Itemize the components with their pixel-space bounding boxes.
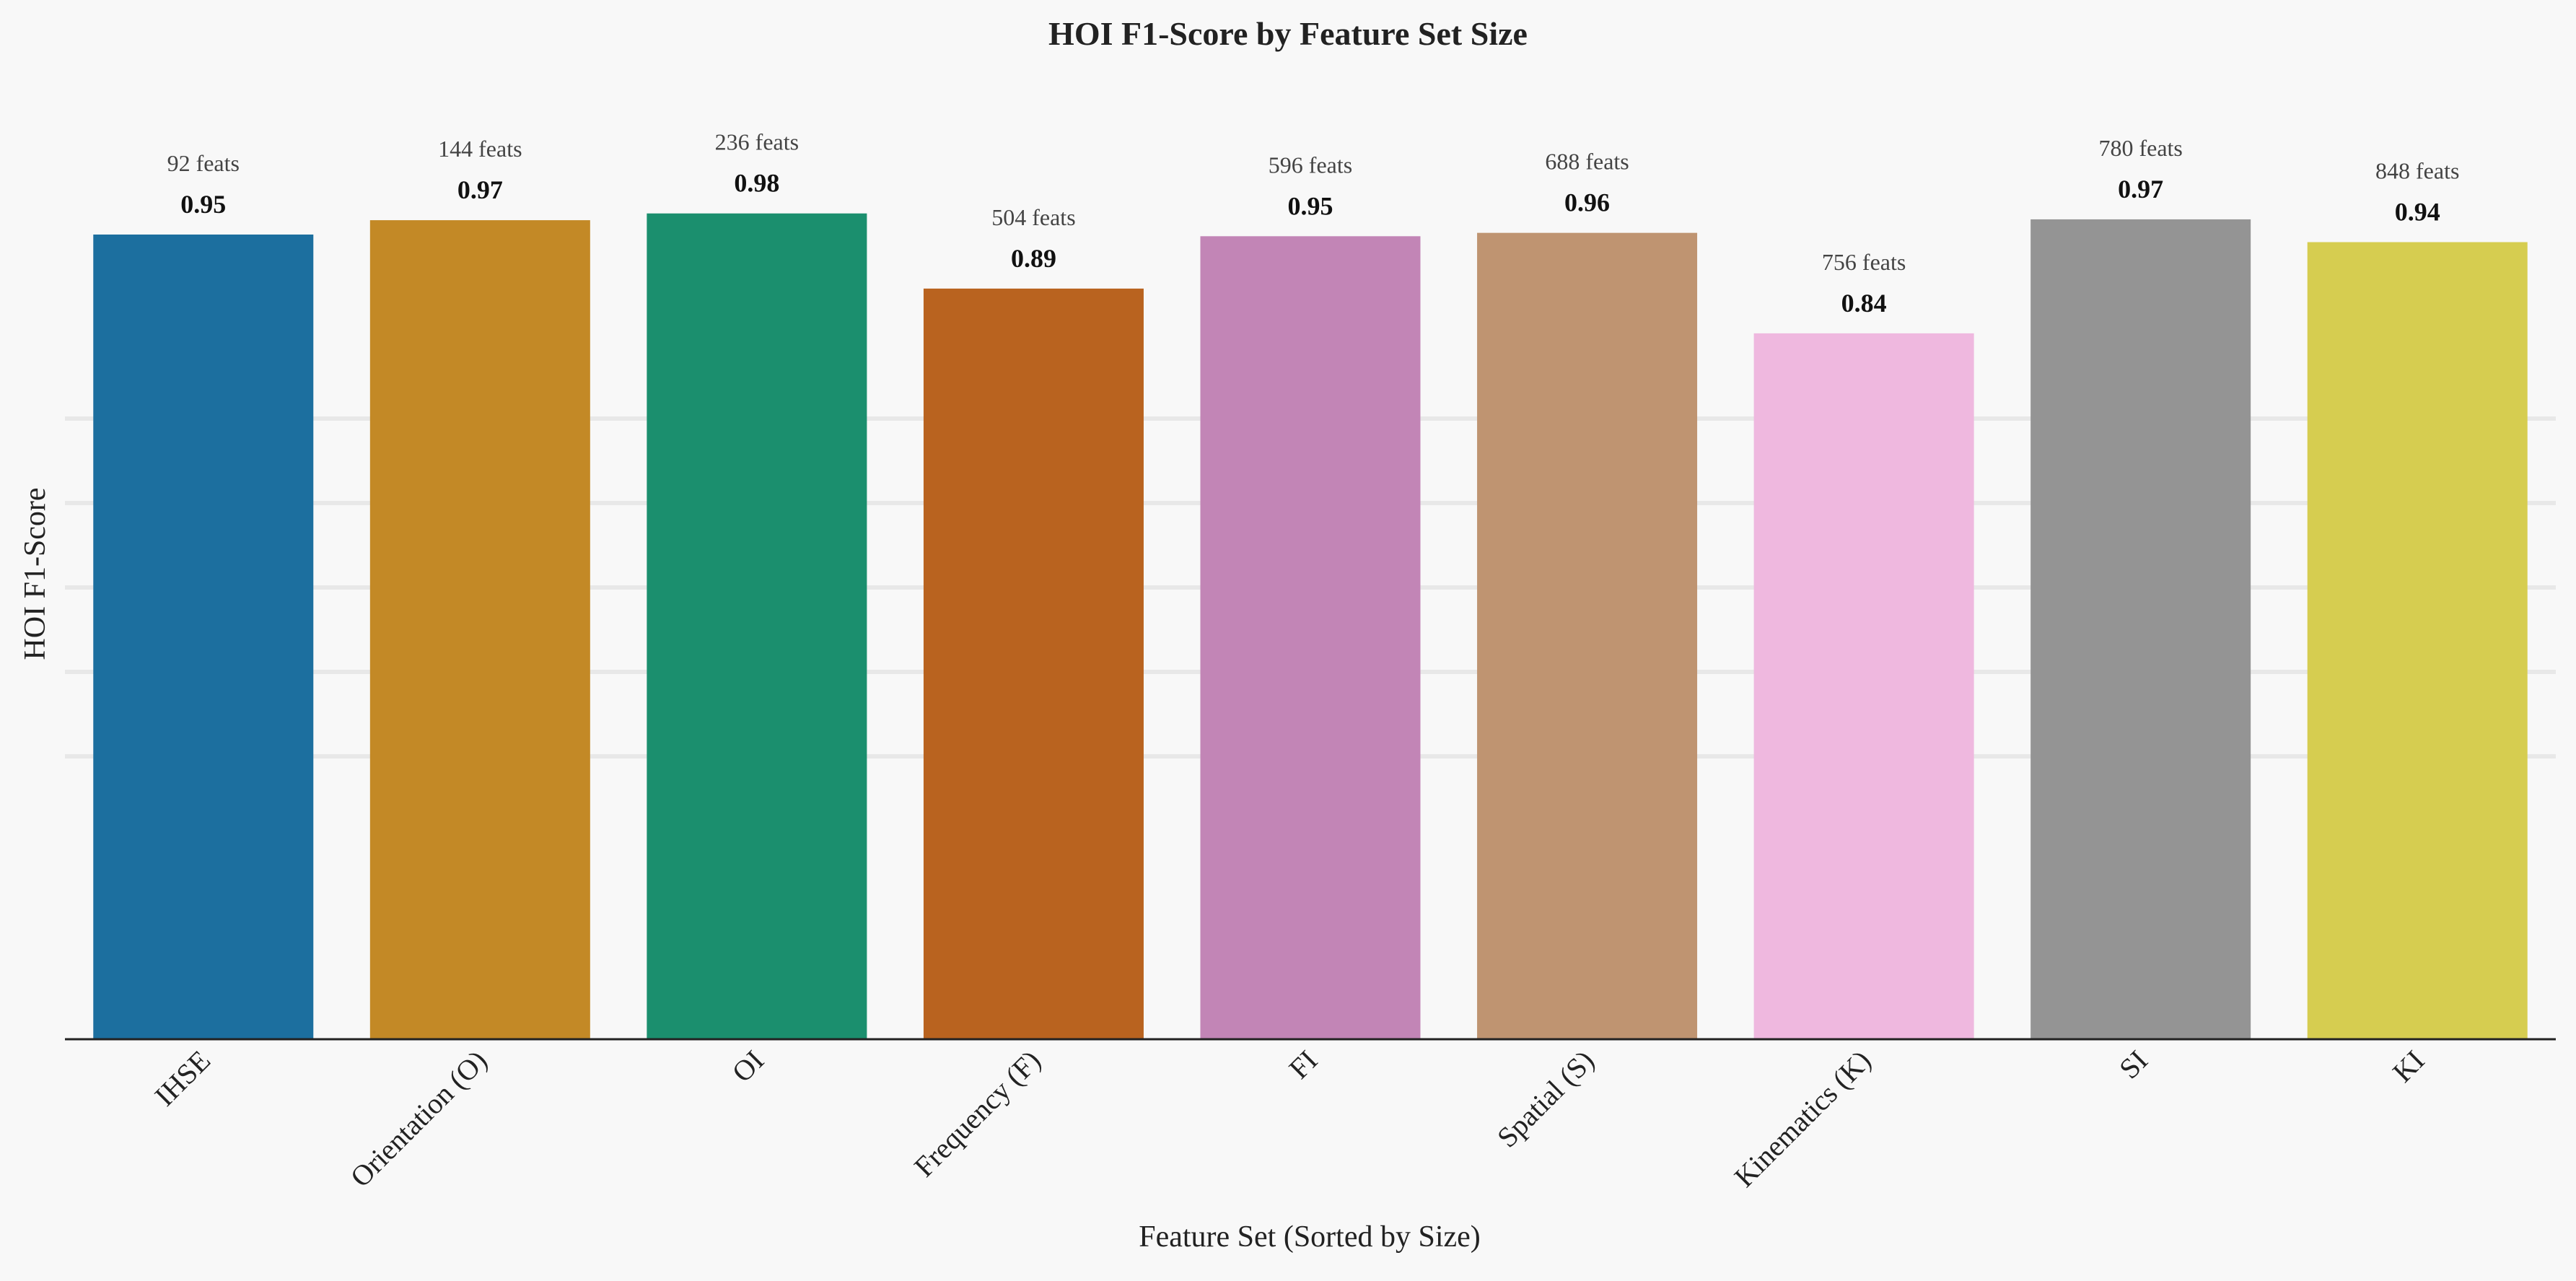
bar-6 — [1753, 333, 1974, 1039]
x-tick-label-3: Frequency (F) — [908, 1044, 1047, 1184]
x-tick-label-7: SI — [2113, 1044, 2154, 1085]
x-tick-label-0: IHSE — [148, 1044, 216, 1113]
bar-value-label-3: 0.89 — [1011, 244, 1056, 273]
bar-value-label-8: 0.94 — [2395, 198, 2440, 227]
bar-feature-count-label-2: 236 feats — [715, 129, 799, 155]
bar-7 — [2030, 219, 2251, 1040]
bars — [93, 213, 2528, 1040]
bar-feature-count-label-1: 144 feats — [438, 136, 522, 162]
bar-value-label-4: 0.95 — [1288, 191, 1333, 220]
bar-3 — [923, 288, 1144, 1039]
bar-1 — [369, 220, 590, 1040]
x-tick-label-5: Spatial (S) — [1491, 1044, 1600, 1154]
bar-feature-count-label-7: 780 feats — [2098, 135, 2182, 161]
x-tick-labels: IHSE Orientation (O) OI Frequency (F) FI Spat… — [148, 1044, 2430, 1194]
bar-value-label-2: 0.98 — [734, 169, 779, 198]
bar-0 — [93, 234, 314, 1039]
chart-title: HOI F1-Score by Feature Set Size — [1048, 15, 1528, 52]
bar-value-label-5: 0.96 — [1564, 188, 1610, 217]
bar-feature-count-label-8: 848 feats — [2375, 158, 2459, 184]
x-tick-label-1: Orientation (O) — [344, 1044, 494, 1194]
bar-labels: 0.95 92 feats 0.97 144 feats 0.98 236 feats 0.… — [167, 129, 2460, 318]
bar-4 — [1200, 236, 1421, 1040]
x-axis-label: Feature Set (Sorted by Size) — [1139, 1220, 1481, 1254]
bar-feature-count-label-5: 688 feats — [1545, 149, 1629, 175]
bar-value-label-6: 0.84 — [1841, 289, 1887, 318]
bar-feature-count-label-0: 92 feats — [167, 150, 240, 176]
x-tick-label-4: FI — [1282, 1044, 1323, 1085]
bar-feature-count-label-3: 504 feats — [991, 204, 1075, 230]
bar-8 — [2307, 242, 2528, 1039]
x-tick-label-2: OI — [726, 1044, 771, 1089]
bar-feature-count-label-6: 756 feats — [1822, 249, 1906, 275]
y-axis-label: HOI F1-Score — [19, 487, 52, 660]
bar-5 — [1477, 232, 1698, 1039]
bar-value-label-1: 0.97 — [457, 175, 503, 204]
bar-2 — [647, 213, 867, 1039]
bar-feature-count-label-4: 596 feats — [1269, 152, 1352, 178]
x-tick-label-8: KI — [2386, 1044, 2431, 1089]
bar-value-label-7: 0.97 — [2118, 175, 2163, 204]
x-tick-label-6: Kinematics (K) — [1728, 1044, 1878, 1194]
bar-value-label-0: 0.95 — [180, 190, 226, 219]
